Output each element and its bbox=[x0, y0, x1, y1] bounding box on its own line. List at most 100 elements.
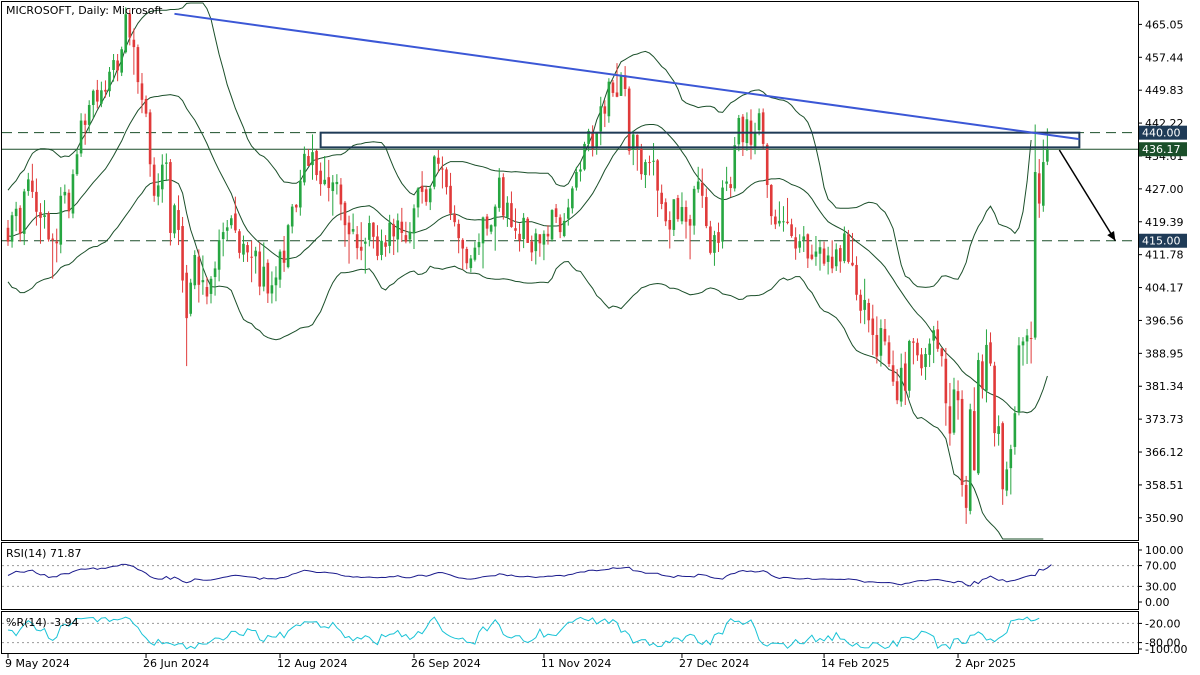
candle-body bbox=[644, 162, 647, 176]
candle-body bbox=[607, 81, 611, 117]
candle-body bbox=[1025, 335, 1029, 342]
candle-body bbox=[956, 391, 960, 401]
trendline bbox=[174, 12, 1080, 141]
candle-body bbox=[165, 162, 168, 164]
candle-body bbox=[433, 156, 436, 187]
candle-body bbox=[217, 240, 221, 270]
candle-body bbox=[989, 342, 992, 364]
candle-body bbox=[538, 234, 542, 244]
candle-body bbox=[562, 220, 566, 236]
candle-body bbox=[83, 120, 87, 125]
candle-body bbox=[566, 207, 570, 219]
candle-body bbox=[774, 216, 777, 225]
candle-body bbox=[59, 195, 63, 245]
candle-body bbox=[745, 119, 749, 144]
candle-body bbox=[307, 156, 310, 166]
candle-body bbox=[623, 75, 627, 90]
candle-body bbox=[485, 216, 489, 229]
candle-body bbox=[676, 197, 680, 220]
candle-body bbox=[1029, 338, 1033, 339]
price-tick-label: 427.00 bbox=[1145, 183, 1184, 196]
candle-body bbox=[859, 294, 862, 311]
candle-body bbox=[591, 133, 594, 149]
candle-body bbox=[453, 213, 456, 223]
candle-body bbox=[31, 180, 34, 192]
candle-body bbox=[696, 181, 700, 190]
candle-body bbox=[717, 232, 720, 243]
candle-body bbox=[1037, 173, 1041, 204]
candle-body bbox=[782, 221, 785, 223]
candle-body bbox=[230, 218, 233, 226]
candle-body bbox=[534, 233, 538, 252]
wr-tick-label: -100.00 bbox=[1145, 643, 1187, 656]
candle-body bbox=[522, 217, 525, 240]
candle-body bbox=[282, 250, 286, 263]
candle-body bbox=[424, 189, 428, 202]
date-tick-label: 14 Feb 2025 bbox=[821, 657, 889, 670]
candle-body bbox=[1009, 449, 1013, 469]
candle-body bbox=[87, 105, 91, 125]
candle-body bbox=[96, 89, 99, 102]
candle-body bbox=[412, 208, 416, 234]
candle-body bbox=[270, 285, 274, 294]
candle-body bbox=[554, 208, 558, 217]
candle-body bbox=[489, 225, 493, 232]
candle-body bbox=[197, 256, 201, 285]
candle-body bbox=[445, 169, 448, 188]
candle-body bbox=[315, 150, 318, 176]
candle-body bbox=[757, 113, 761, 131]
candle-body bbox=[380, 240, 383, 256]
candle-body bbox=[575, 172, 578, 188]
candle-body bbox=[619, 76, 623, 96]
level-flag-bg bbox=[1139, 233, 1187, 248]
candle-body bbox=[368, 223, 371, 240]
candle-body bbox=[1046, 149, 1049, 162]
candle-body bbox=[148, 112, 152, 165]
candle-body bbox=[286, 225, 290, 268]
candle-body bbox=[972, 411, 976, 471]
candle-body bbox=[826, 255, 830, 262]
candle-body bbox=[814, 251, 818, 257]
candle-body bbox=[18, 207, 22, 234]
candle-body bbox=[173, 205, 176, 234]
candle-body bbox=[246, 245, 249, 253]
candle-body bbox=[550, 210, 554, 240]
chart-title: MICROSOFT, Daily: Microsoft bbox=[6, 4, 163, 17]
candle-body bbox=[948, 406, 952, 434]
date-tick-label: 26 Sep 2024 bbox=[411, 657, 481, 670]
candle-body bbox=[238, 231, 241, 253]
candle-body bbox=[875, 334, 879, 357]
main-pane-border bbox=[1, 1, 1139, 541]
candle-body bbox=[35, 191, 38, 212]
candle-body bbox=[680, 207, 684, 222]
candle-body bbox=[778, 220, 781, 224]
bollinger-upper-line bbox=[7, 2, 1032, 288]
candle-body bbox=[359, 246, 363, 251]
candle-body bbox=[10, 215, 14, 242]
candle-body bbox=[290, 206, 294, 227]
candle-body bbox=[311, 152, 314, 166]
candle-body bbox=[14, 208, 18, 217]
current-price-flag: 436.17 bbox=[1142, 143, 1181, 156]
candle-body bbox=[891, 365, 895, 382]
candle-body bbox=[124, 14, 128, 53]
candle-body bbox=[847, 234, 850, 262]
candle-body bbox=[871, 318, 875, 335]
price-tick-label: 396.56 bbox=[1145, 314, 1184, 327]
candle-body bbox=[887, 342, 891, 364]
candle-body bbox=[944, 358, 948, 404]
candle-body bbox=[181, 226, 184, 281]
candle-body bbox=[721, 187, 724, 242]
price-axis: 465.05457.44449.83442.22434.61427.00419.… bbox=[1138, 18, 1184, 525]
candle-body bbox=[388, 222, 391, 246]
candle-body bbox=[895, 381, 899, 401]
rsi-pane-border bbox=[1, 542, 1139, 610]
candle-body bbox=[526, 218, 529, 243]
candle-body bbox=[408, 231, 412, 240]
rsi-tick-label: 0.00 bbox=[1145, 596, 1170, 609]
candle-body bbox=[331, 182, 335, 192]
candle-body bbox=[1021, 341, 1025, 346]
candle-body bbox=[100, 90, 103, 104]
